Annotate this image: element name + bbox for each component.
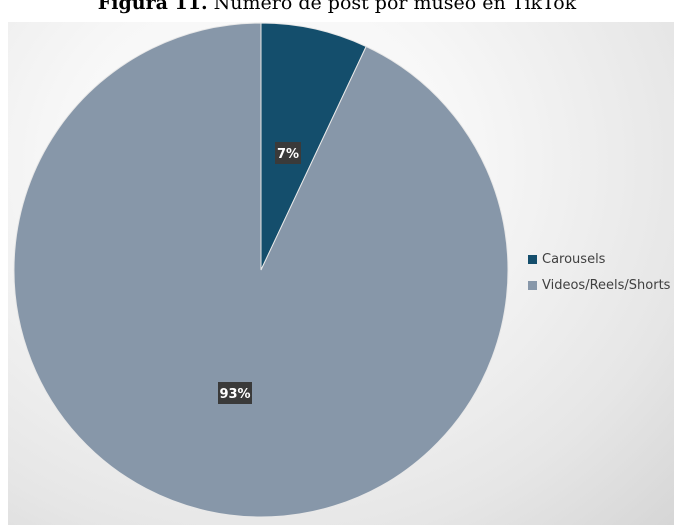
data-label-carousels: 7%	[275, 142, 301, 164]
pie-slice-carousels[interactable]	[260, 22, 367, 271]
data-label-text: 93%	[219, 387, 250, 402]
chart-legend: Carousels Videos/Reels/Shorts	[528, 250, 670, 302]
data-label-box	[218, 382, 252, 404]
caption-text: Número de post por museo en TikTok	[207, 0, 577, 14]
legend-item-videos[interactable]: Videos/Reels/Shorts	[528, 276, 670, 294]
data-label-box	[275, 142, 301, 164]
legend-swatch-videos	[528, 280, 537, 290]
pie-slices	[13, 22, 509, 518]
data-label-text: 7%	[277, 147, 299, 162]
legend-label-carousels: Carousels	[542, 251, 606, 267]
legend-label-videos: Videos/Reels/Shorts	[542, 277, 671, 293]
legend-swatch-carousels	[528, 254, 537, 264]
data-label-videos-reels-shorts: 93%	[218, 382, 252, 404]
pie-slice-videos-reels-shorts[interactable]	[13, 22, 509, 518]
pie-data-labels: 7% 93%	[218, 142, 301, 404]
caption-figure-number: Figura 11.	[97, 0, 208, 14]
legend-item-carousels[interactable]: Carousels	[528, 250, 670, 268]
figure-caption: Figura 11. Número de post por museo en T…	[0, 0, 674, 15]
